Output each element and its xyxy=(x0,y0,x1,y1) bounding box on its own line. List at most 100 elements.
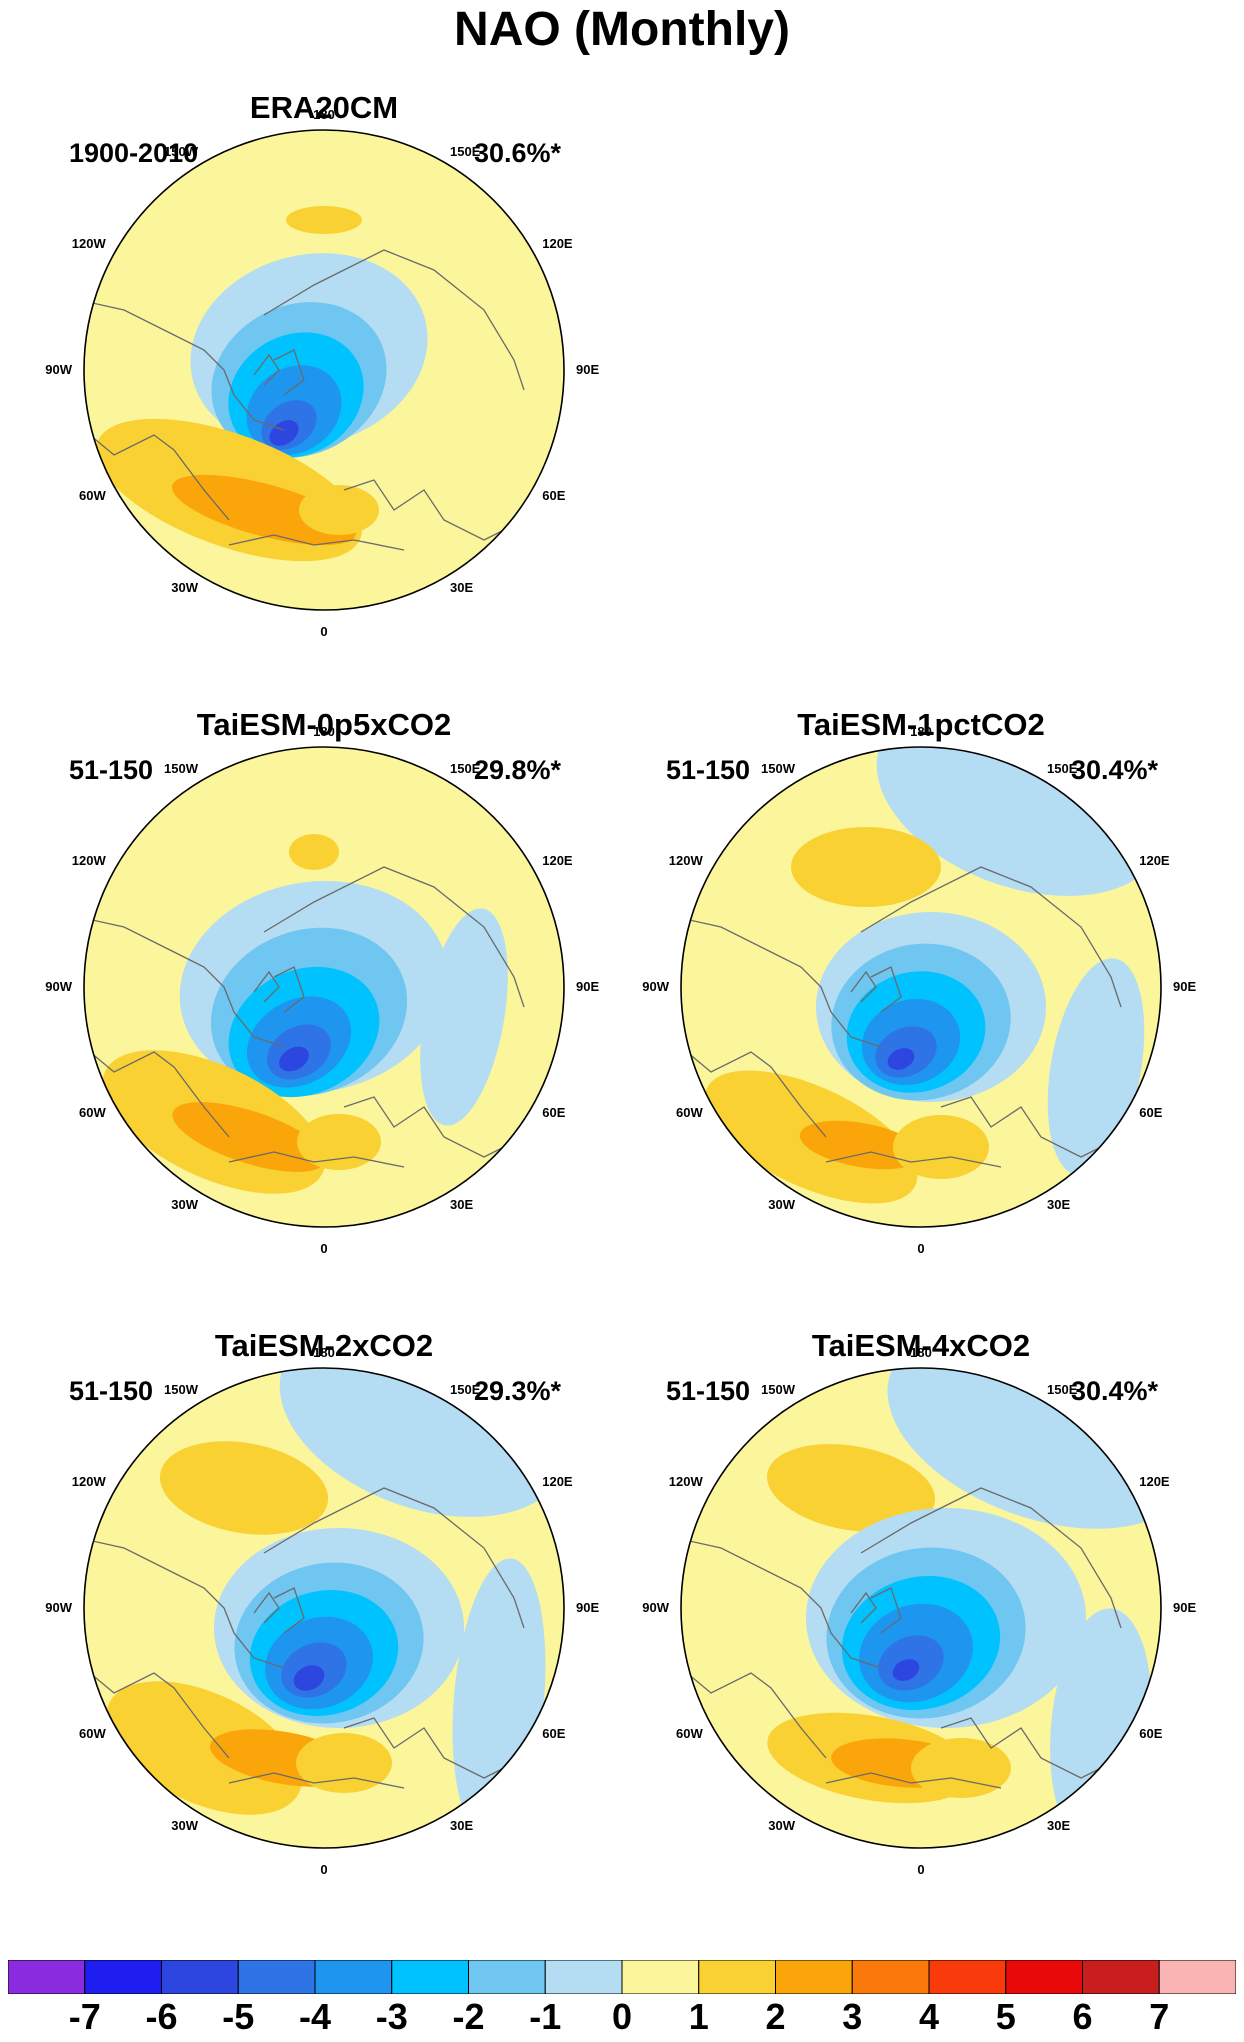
page-title: NAO (Monthly) xyxy=(454,3,790,56)
contour-pos-north-pacific xyxy=(766,1444,936,1532)
coastlines xyxy=(84,249,525,551)
colorbar-tick-label: -4 xyxy=(298,1996,331,2037)
lon-label: 120W xyxy=(669,1474,704,1489)
colorbar-swatch xyxy=(621,1960,700,1994)
lon-label: 90E xyxy=(576,362,599,377)
lon-label: 60W xyxy=(676,1726,703,1741)
map-boundary xyxy=(680,746,1162,1228)
lon-label: 90W xyxy=(45,979,72,994)
colorbar-tick-label: -6 xyxy=(145,1996,178,2037)
polar-map: 180 150E 120E 90E 60E 30E 0 30W 60W 90W 120W 150W xyxy=(642,1345,1196,1877)
coastlines xyxy=(681,1487,1122,1789)
panel-variance: 29.8%* xyxy=(474,755,562,785)
lon-label: 120W xyxy=(72,853,107,868)
colorbar-tick-label: -1 xyxy=(529,1996,562,2037)
panel-period: 51-150 xyxy=(666,755,751,785)
colorbar-swatch xyxy=(698,1960,776,1994)
lon-label: 90W xyxy=(642,979,669,994)
map-boundary xyxy=(83,129,565,611)
colorbar-tick-label: 5 xyxy=(995,1996,1016,2037)
map-panel-0p5xco2: TaiESM-0p5xCO2 51-150 29.8%* 180 150E 120E… xyxy=(34,707,614,1307)
lon-label: 150W xyxy=(761,761,796,776)
panel-variance: 30.6%* xyxy=(474,138,562,168)
contour-pos-atlantic-inner xyxy=(171,474,357,546)
lon-label: 30E xyxy=(1047,1197,1070,1212)
colorbar-tick-label: -7 xyxy=(68,1996,101,2037)
lon-label: 30E xyxy=(450,580,473,595)
colorbar-swatch xyxy=(1082,1960,1160,1994)
colorbar-swatch xyxy=(84,1960,162,1994)
panel-title: TaiESM-0p5xCO2 xyxy=(196,707,452,742)
polar-map: 180 150E 120E 90E 60E 30E 0 30W 60W 90W 120W 150W xyxy=(45,107,599,639)
lon-label: 0 xyxy=(320,1241,327,1256)
contour-pos-europe xyxy=(911,1738,1011,1798)
lon-label: 150E xyxy=(450,761,481,776)
lon-label: 0 xyxy=(320,624,327,639)
colorbar xyxy=(8,1960,1236,1994)
colorbar-swatch xyxy=(8,1960,86,1994)
coastlines xyxy=(84,866,525,1168)
colorbar-tick-label: -5 xyxy=(222,1996,255,2037)
colorbar-swatch xyxy=(391,1960,469,1994)
map-panel-4xco2: TaiESM-4xCO2 51-150 30.4%* 180 150E 120E 90… xyxy=(631,1328,1211,1928)
colorbar-tick-label: 3 xyxy=(842,1996,863,2037)
lon-label: 120W xyxy=(72,1474,107,1489)
contour-pos-north-pacific xyxy=(289,834,339,870)
colorbar-tick-label: 2 xyxy=(765,1996,786,2037)
lon-label: 120E xyxy=(542,853,573,868)
panel-variance: 30.4%* xyxy=(1071,755,1159,785)
map-boundary xyxy=(83,746,565,1228)
lon-label: 30W xyxy=(768,1197,795,1212)
lon-label: 180 xyxy=(313,724,335,739)
colorbar-swatch xyxy=(468,1960,546,1994)
lon-label: 120E xyxy=(1139,1474,1170,1489)
map-boundary xyxy=(83,1367,565,1849)
coastlines xyxy=(84,1487,525,1789)
lon-label: 180 xyxy=(313,107,335,122)
colorbar-tick-label: 7 xyxy=(1149,1996,1170,2037)
lon-label: 30W xyxy=(171,1197,198,1212)
contour-fill-layer xyxy=(766,1368,1161,1848)
panel-title: ERA20CM xyxy=(249,90,399,125)
lon-label: 90W xyxy=(45,362,72,377)
lon-label: 90E xyxy=(576,1600,599,1615)
colorbar-swatch xyxy=(1005,1960,1083,1994)
colorbar-swatch xyxy=(314,1960,393,1994)
contour-neg-min xyxy=(279,1046,309,1072)
lon-label: 30W xyxy=(171,1818,198,1833)
contour-pos-europe xyxy=(893,1115,989,1179)
contour-neg-min xyxy=(293,1665,325,1691)
lon-label: 150W xyxy=(164,1382,199,1397)
colorbar-tick-label: 4 xyxy=(918,1996,940,2037)
colorbar-swatch xyxy=(237,1960,316,1994)
colorbar-tick-labels: -7 -6 -5 -4 -3 -2 -1 0 1 2 3 4 5 6 7 xyxy=(0,1996,1244,2040)
colorbar-tick-label: 6 xyxy=(1072,1996,1093,2037)
lon-label: 150E xyxy=(1047,761,1078,776)
lon-label: 60W xyxy=(676,1105,703,1120)
contour-neg-east xyxy=(420,908,508,1126)
lon-label: 60E xyxy=(542,1726,565,1741)
colorbar-swatch xyxy=(928,1960,1007,1994)
colorbar-swatch xyxy=(775,1960,853,1994)
coastlines xyxy=(681,866,1122,1168)
map-boundary xyxy=(680,1367,1162,1849)
colorbar-tick-label: -2 xyxy=(452,1996,485,2037)
lon-label: 120E xyxy=(1139,853,1170,868)
lon-label: 30E xyxy=(1047,1818,1070,1833)
map-panel-1pctco2: TaiESM-1pctCO2 51-150 30.4%* 180 150E 120E… xyxy=(631,707,1211,1307)
lon-label: 90E xyxy=(576,979,599,994)
colorbar-swatch xyxy=(851,1960,930,1994)
lon-label: 0 xyxy=(917,1241,924,1256)
colorbar-swatch xyxy=(1158,1960,1236,1994)
lon-label: 60W xyxy=(79,1105,106,1120)
map-panel-2xco2: TaiESM-2xCO2 51-150 29.3%* 180 150E 120E 90… xyxy=(34,1328,614,1928)
panel-period: 51-150 xyxy=(666,1376,751,1406)
panel-title: TaiESM-1pctCO2 xyxy=(797,707,1045,742)
panel-title: TaiESM-4xCO2 xyxy=(811,1328,1031,1363)
panel-period: 51-150 xyxy=(69,1376,154,1406)
lon-label: 150W xyxy=(164,761,199,776)
lon-label: 150E xyxy=(450,1382,481,1397)
map-panel-era20cm: ERA20CM 1900-2010 30.6%* 180 150E 120E 90E 6… xyxy=(34,90,614,690)
lon-label: 0 xyxy=(917,1862,924,1877)
lon-label: 30W xyxy=(171,580,198,595)
